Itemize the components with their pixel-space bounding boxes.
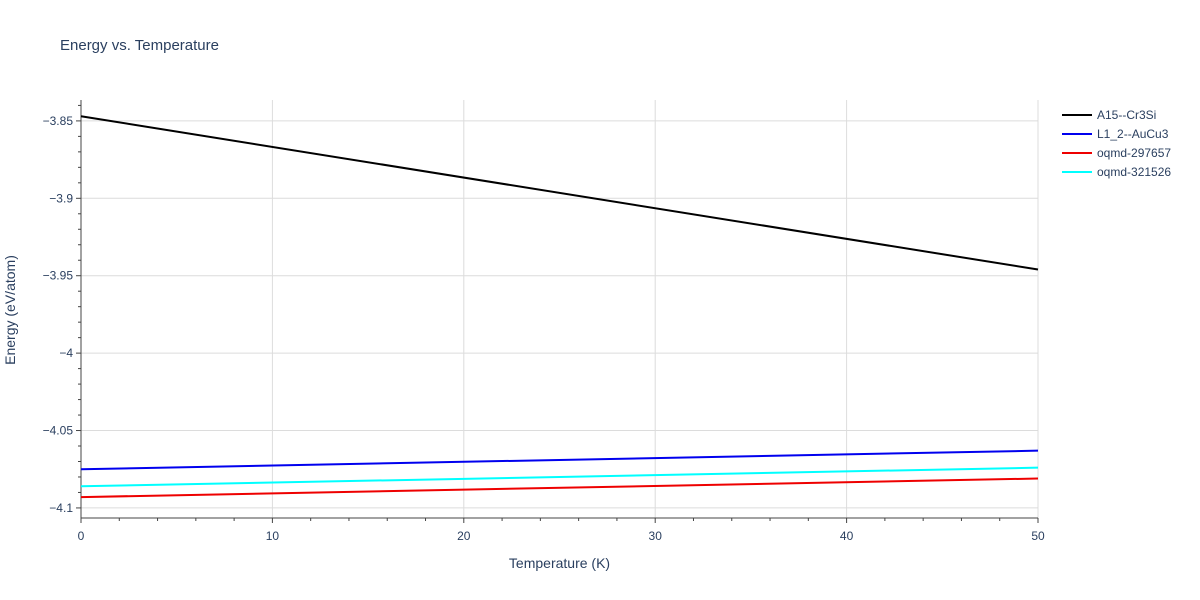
x-tick-label: 40 xyxy=(840,529,854,543)
legend-label: A15--Cr3Si xyxy=(1097,108,1156,122)
x-tick-label: 0 xyxy=(78,529,85,543)
y-tick-label: −4.05 xyxy=(43,424,74,438)
y-axis-title: Energy (eV/atom) xyxy=(2,255,18,365)
y-tick-label: −3.9 xyxy=(49,191,73,205)
chart-title: Energy vs. Temperature xyxy=(60,37,219,54)
legend-label: oqmd-297657 xyxy=(1097,146,1171,160)
legend-label: L1_2--AuCu3 xyxy=(1097,127,1169,141)
series-lines xyxy=(80,115,1039,499)
y-tick-label: −4.1 xyxy=(49,501,73,515)
grid xyxy=(80,100,1039,518)
series-line-2 xyxy=(80,477,1039,499)
y-tick-label: −3.85 xyxy=(43,114,74,128)
series-line-0 xyxy=(80,115,1039,271)
y-tick-label: −4 xyxy=(59,346,73,360)
x-tick-label: 50 xyxy=(1031,529,1045,543)
x-tick-label: 10 xyxy=(266,529,280,543)
legend: A15--Cr3Si L1_2--AuCu3 oqmd-297657 oqmd-321… xyxy=(1062,108,1171,179)
x-tick-label: 20 xyxy=(457,529,471,543)
x-axis-title: Temperature (K) xyxy=(509,555,610,571)
axes: 0 10 20 30 40 50 −4.1 −4.05 −4 −3.95 −3.9 −3.85 xyxy=(43,100,1045,543)
x-tick-label: 30 xyxy=(649,529,663,543)
series-line-3 xyxy=(80,466,1039,488)
legend-label: oqmd-321526 xyxy=(1097,165,1171,179)
y-tick-label: −3.95 xyxy=(43,269,74,283)
series-line-1 xyxy=(80,449,1039,471)
